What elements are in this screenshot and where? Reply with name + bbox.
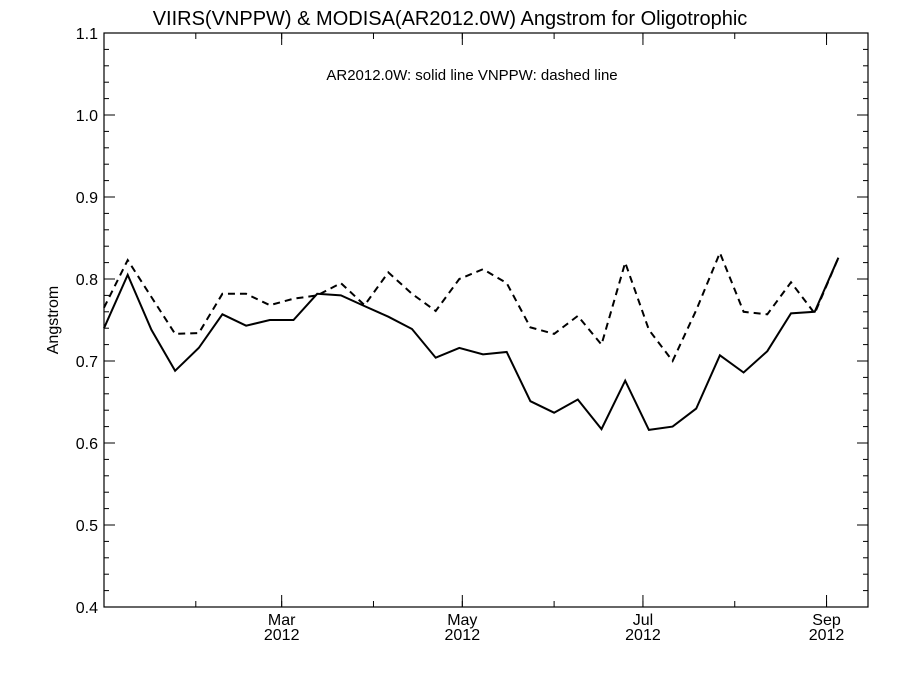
y-tick-label: 1.0 [76,108,98,125]
x-tick-label-month: Mar [268,612,296,629]
x-tick-label-month: Sep [812,612,841,629]
chart-title: VIIRS(VNPPW) & MODISA(AR2012.0W) Angstro… [153,8,748,30]
y-tick-label: 0.7 [76,354,98,371]
x-tick-label-year: 2012 [625,627,661,644]
y-tick-label: 0.5 [76,518,98,535]
y-tick-label: 0.4 [76,600,98,617]
y-tick-label: 0.6 [76,436,98,453]
x-tick-label-month: Jul [633,612,653,629]
series-line-ar2012 [103,257,840,431]
x-tick-label-year: 2012 [445,627,481,644]
y-axis-label: Angstrom [45,286,62,354]
series-legend-note: AR2012.0W: solid line VNPPW: dashed line [326,67,617,84]
series-line-vnppw [103,250,840,363]
x-tick-label-year: 2012 [264,627,300,644]
plot-area-frame [103,32,869,608]
x-tick-label-month: May [447,612,477,629]
plot-series [103,250,840,431]
x-tick-label-year: 2012 [809,627,845,644]
y-tick-label: 0.8 [76,272,98,289]
y-tick-label: 0.9 [76,190,98,207]
y-tick-label: 1.1 [76,26,98,43]
y-axis: 0.4 0.5 0.6 0.7 0.8 0.9 1.0 1.1 [76,26,868,617]
